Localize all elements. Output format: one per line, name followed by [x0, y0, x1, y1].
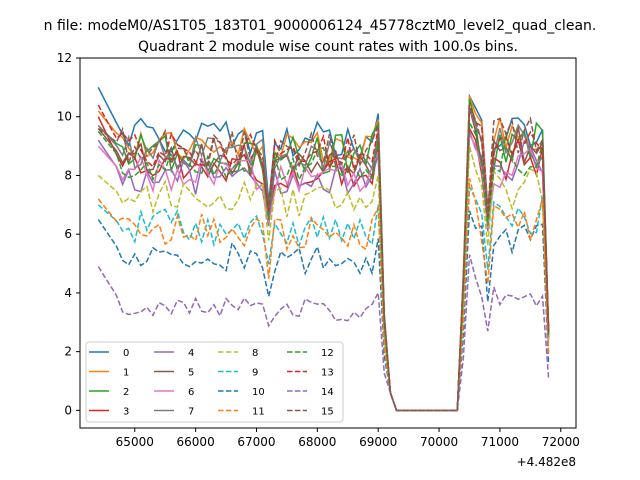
- legend-label: 8: [252, 348, 258, 359]
- legend-label: 6: [188, 387, 194, 398]
- y-tick-label: 0: [64, 403, 72, 417]
- x-tick-label: 68000: [298, 435, 336, 449]
- legend-label: 4: [188, 348, 194, 359]
- y-axis: 0 2 4 6 8 10 12: [57, 51, 80, 417]
- legend-label: 7: [188, 407, 194, 418]
- plot-lines: [97, 87, 550, 412]
- legend-frame: [85, 341, 344, 423]
- legend-label: 5: [188, 368, 194, 379]
- legend-label: 13: [321, 368, 334, 379]
- series-line-11: [97, 178, 550, 412]
- legend-label: 9: [252, 368, 258, 379]
- x-tick-label: 67000: [237, 435, 275, 449]
- x-tick-label: 69000: [359, 435, 397, 449]
- legend-label: 2: [123, 387, 129, 398]
- x-tick-label: 71000: [481, 435, 519, 449]
- legend-label: 10: [252, 387, 265, 398]
- axes-frame: [79, 57, 577, 429]
- legend-label: 3: [123, 407, 129, 418]
- x-tick-label: 72000: [542, 435, 580, 449]
- y-tick-label: 2: [64, 345, 72, 359]
- x-tick-label: 66000: [177, 435, 215, 449]
- series-line-8: [97, 145, 550, 412]
- y-tick-label: 12: [57, 51, 72, 65]
- series-line-0: [97, 87, 550, 412]
- legend-label: 11: [252, 407, 265, 418]
- x-tick-label: 70000: [420, 435, 458, 449]
- legend-label: 14: [321, 387, 334, 398]
- series-line-6: [97, 131, 550, 412]
- legend-label: 1: [123, 368, 129, 379]
- y-tick-label: 10: [57, 110, 72, 124]
- series-line-15: [97, 105, 550, 412]
- figure-suptitle: n file: modeM0/AS1T05_183T01_9000006124_…: [44, 18, 597, 34]
- y-tick-label: 6: [64, 227, 72, 241]
- series-line-14: [97, 254, 550, 412]
- x-axis: 65000 66000 67000 68000 69000 70000 71000 72000: [116, 428, 580, 449]
- legend-label: 0: [123, 348, 129, 359]
- legend-label: 12: [321, 348, 334, 359]
- series-line-1: [97, 95, 550, 412]
- y-tick-label: 8: [64, 168, 72, 182]
- chart-title: Quadrant 2 module wise count rates with …: [138, 39, 518, 55]
- x-axis-offset-label: +4.482e8: [517, 455, 576, 469]
- y-tick-label: 4: [64, 286, 72, 300]
- legend-label: 15: [321, 407, 334, 418]
- series-line-12: [97, 119, 550, 412]
- x-tick-label: 65000: [116, 435, 154, 449]
